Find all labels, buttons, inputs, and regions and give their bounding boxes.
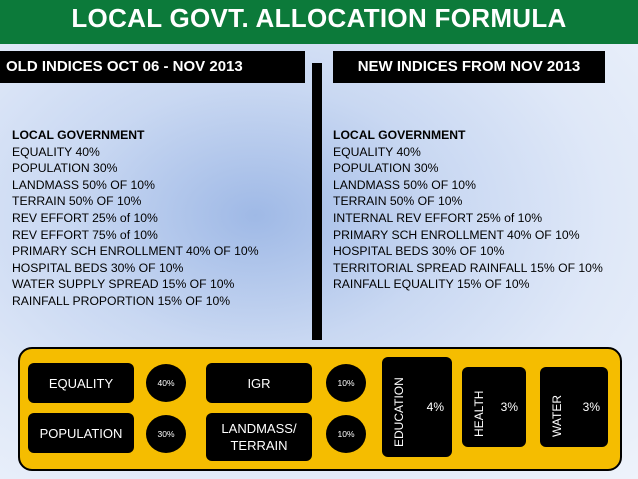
list-item: PRIMARY SCH ENROLLMENT 40% OF 10%	[12, 244, 259, 259]
list-item: RAINFALL EQUALITY 15% OF 10%	[333, 277, 530, 292]
list-item: TERRAIN 50% OF 10%	[12, 194, 142, 209]
list-item: LANDMASS 50% OF 10%	[12, 177, 155, 192]
igr-pct-badge: 10%	[326, 364, 366, 402]
water-box: WATER 3%	[540, 367, 608, 447]
equality-box: EQUALITY	[28, 363, 134, 403]
list-item: PRIMARY SCH ENROLLMENT 40% OF 10%	[333, 227, 580, 242]
list-item: WATER SUPPLY SPREAD 15% OF 10%	[12, 277, 235, 292]
list-item: POPULATION 30%	[12, 161, 118, 176]
education-pct: 4%	[426, 400, 444, 414]
list-item: RAINFALL PROPORTION 15% OF 10%	[12, 293, 231, 308]
igr-box: IGR	[206, 363, 312, 403]
landmass-pct-badge: 10%	[326, 415, 366, 453]
igr-label: IGR	[247, 375, 271, 391]
landmass-terrain-box: LANDMASS/ TERRAIN	[206, 413, 312, 461]
water-pct: 3%	[582, 400, 600, 414]
list-item: REV EFFORT 25% of 10%	[12, 210, 158, 225]
education-box: EDUCATION 4%	[382, 357, 452, 457]
list-item: REV EFFORT 75% of 10%	[12, 227, 158, 242]
list-item: TERRITORIAL SPREAD RAINFALL 15% OF 10%	[333, 260, 603, 275]
health-pct: 3%	[500, 400, 518, 414]
population-box: POPULATION	[28, 413, 134, 453]
health-label: HEALTH	[472, 390, 486, 437]
list-item: EQUALITY 40%	[333, 144, 421, 159]
education-label: EDUCATION	[392, 377, 406, 447]
population-label: POPULATION	[39, 425, 123, 441]
equality-label: EQUALITY	[48, 375, 114, 391]
column-divider	[312, 63, 322, 340]
terrain-label: TERRAIN	[230, 438, 288, 453]
old-indices-header: OLD INDICES OCT 06 - NOV 2013	[0, 51, 305, 83]
landmass-label: LANDMASS/	[221, 421, 297, 436]
title-bar	[0, 0, 638, 44]
water-label: WATER	[550, 395, 564, 437]
new-list-heading: LOCAL GOVERNMENT	[333, 128, 466, 142]
list-item: TERRAIN 50% OF 10%	[333, 194, 463, 209]
list-item: EQUALITY 40%	[12, 144, 100, 159]
page-title: LOCAL GOVT. ALLOCATION FORMULA	[71, 3, 567, 33]
new-indices-header: NEW INDICES FROM NOV 2013	[333, 51, 605, 83]
old-list-heading: LOCAL GOVERNMENT	[12, 128, 145, 142]
list-item: HOSPITAL BEDS 30% OF 10%	[333, 244, 505, 259]
list-item: INTERNAL REV EFFORT 25% of 10%	[333, 210, 543, 225]
population-pct-badge: 30%	[146, 415, 186, 453]
list-item: POPULATION 30%	[333, 161, 439, 176]
new-indices-list: LOCAL GOVERNMENT EQUALITY 40% POPULATION…	[333, 127, 603, 293]
old-indices-list: LOCAL GOVERNMENT EQUALITY 40% POPULATION…	[12, 127, 259, 310]
health-box: HEALTH 3%	[462, 367, 526, 447]
list-item: HOSPITAL BEDS 30% OF 10%	[12, 260, 184, 275]
allocation-panel: EQUALITY 40% POPULATION 30% IGR 10% LAND…	[18, 347, 622, 471]
list-item: LANDMASS 50% OF 10%	[333, 177, 476, 192]
equality-pct-badge: 40%	[146, 364, 186, 402]
